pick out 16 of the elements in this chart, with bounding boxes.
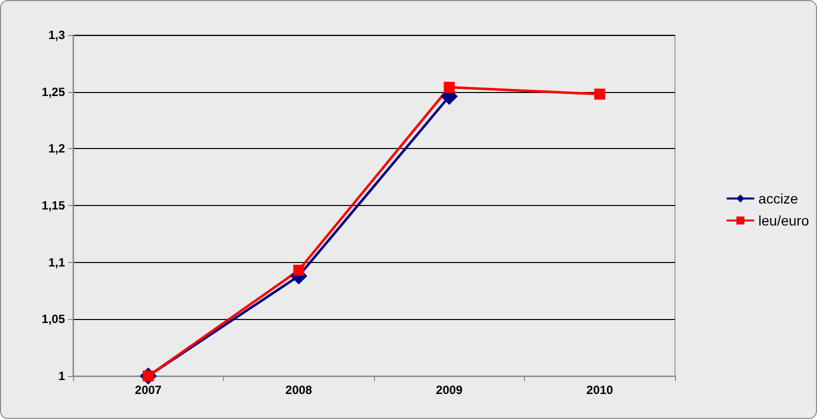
y-tick-label: 1,1: [48, 255, 66, 270]
y-tick-label: 1,05: [42, 312, 66, 326]
point: [293, 264, 304, 276]
point: [444, 82, 455, 93]
y-tick-label: 1,25: [42, 84, 66, 99]
y-tick-label: 1,3: [48, 28, 66, 42]
y-tick-label: 1,2: [48, 142, 66, 156]
y-tick-label: 1,15: [42, 198, 66, 212]
x-tick-label: 2008: [285, 383, 312, 397]
x-tick-label: 2010: [586, 383, 614, 397]
point: [594, 88, 606, 100]
x-tick-label: 2007: [134, 383, 162, 397]
legend-label: accize: [758, 190, 798, 206]
legend-label: leu/euro: [758, 212, 810, 228]
y-tick-label: 1: [58, 369, 66, 383]
x-tick-label: 2009: [436, 383, 463, 397]
